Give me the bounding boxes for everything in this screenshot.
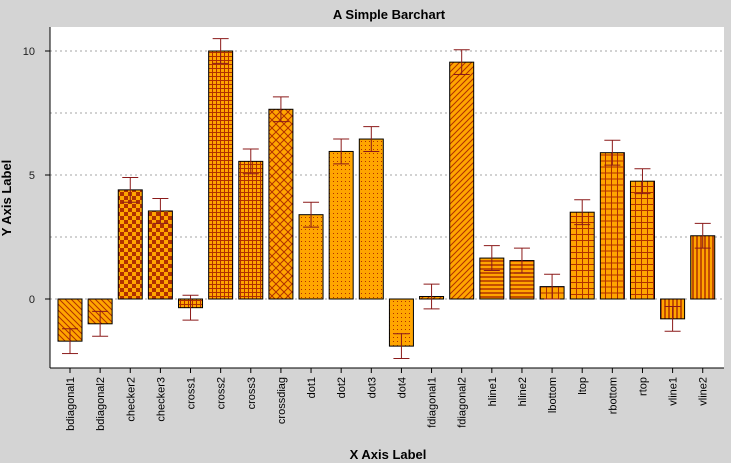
y-tick-label: 0 [29, 294, 35, 306]
x-tick-label: rbottom [607, 377, 619, 414]
bar-dot3 [358, 138, 384, 300]
x-tick-label: hline1 [487, 377, 499, 406]
bar-cross3 [238, 160, 264, 300]
x-tick-label: dot2 [336, 377, 348, 398]
bar-crossdiag [268, 108, 294, 300]
x-tick-label: rtop [637, 377, 649, 396]
x-tick-label: fdiagonal2 [457, 377, 469, 428]
x-tick-label: dot3 [366, 377, 378, 398]
error-bar-hline2 [513, 247, 530, 274]
error-bar-fdiagonal1 [423, 283, 440, 310]
error-bar-checker3 [152, 198, 169, 224]
x-tick-label: bdiagonal2 [95, 377, 107, 431]
x-tick-label: ltop [577, 377, 589, 395]
x-tick-label: checker3 [155, 377, 167, 422]
error-bar-bdiagonal2 [92, 310, 109, 337]
error-bar-vline2 [694, 222, 711, 249]
error-bar-dot4 [393, 333, 410, 360]
x-tick-label: fdiagonal1 [427, 377, 439, 428]
x-tick-label: vline1 [668, 377, 680, 406]
error-bar-ltop [574, 199, 591, 226]
x-tick-label: cross2 [216, 377, 228, 409]
x-tick-label: vline2 [698, 377, 710, 406]
error-bar-rbottom [604, 139, 621, 166]
bar-checker2 [117, 189, 143, 300]
bar-rtop [629, 180, 655, 300]
bar-rbottom [599, 152, 625, 300]
error-bar-dot1 [303, 201, 320, 228]
error-bar-fdiagonal2 [453, 49, 470, 76]
x-tick-labels: bdiagonal1 bdiagonal2 checker2 checker3 cros… [65, 368, 710, 431]
bar-ltop [569, 211, 595, 300]
error-bar-rtop [634, 168, 651, 195]
error-bars [62, 38, 711, 360]
y-tick-labels: 0 5 10 [23, 46, 50, 306]
x-axis-label: X Axis Label [350, 447, 427, 462]
y-tick-label: 10 [23, 46, 35, 58]
error-bar-dot3 [363, 126, 380, 152]
y-axis-label: Y Axis Label [0, 160, 14, 237]
error-bar-vline1 [664, 305, 681, 332]
bar-dot2 [328, 150, 354, 300]
error-bar-hline1 [483, 245, 500, 271]
bar-cross2 [208, 50, 234, 300]
bar-checker3 [147, 210, 173, 300]
error-bar-crossdiag [272, 96, 289, 123]
error-bar-bdiagonal1 [62, 328, 78, 355]
error-bar-cross1 [182, 294, 199, 321]
x-tick-label: cross3 [246, 377, 258, 409]
error-bar-cross2 [212, 38, 229, 64]
x-tick-label: hline2 [517, 377, 529, 406]
error-bar-dot2 [333, 138, 350, 165]
axes [49, 27, 724, 369]
error-bar-lbottom [544, 273, 561, 300]
x-tick-label: bdiagonal1 [65, 377, 77, 431]
bar-fdiagonal2 [449, 61, 475, 300]
error-bar-cross3 [242, 148, 259, 175]
x-tick-label: dot1 [306, 377, 318, 398]
bars [57, 50, 716, 347]
y-tick-label: 5 [29, 170, 35, 182]
x-tick-label: lbottom [547, 377, 559, 413]
x-tick-label: cross1 [186, 377, 198, 409]
error-bar-checker2 [122, 176, 139, 203]
x-tick-label: dot4 [396, 377, 408, 398]
x-tick-label: crossdiag [276, 377, 288, 424]
chart-title: A Simple Barchart [333, 7, 446, 22]
x-tick-label: checker2 [125, 377, 137, 422]
